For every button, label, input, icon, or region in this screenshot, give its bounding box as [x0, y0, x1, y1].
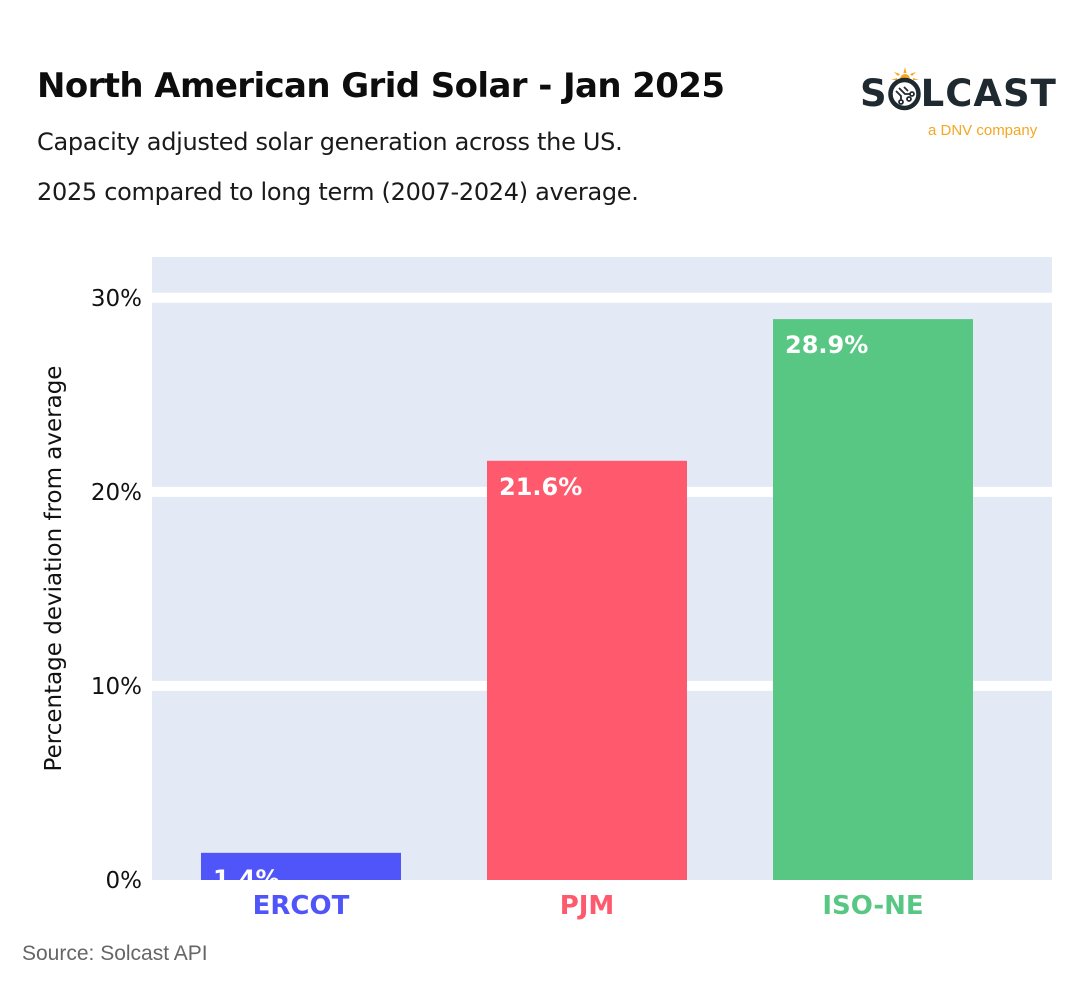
x-category-label: ISO-NE — [822, 891, 923, 921]
source-note: Source: Solcast API — [22, 942, 208, 965]
bar-value-label: 21.6% — [499, 473, 582, 501]
chart-title: North American Grid Solar - Jan 2025 — [37, 66, 725, 106]
bar-pjm — [487, 460, 687, 880]
bar-iso-ne — [773, 319, 973, 880]
y-axis-ticks: 0% 10% 20% 30% — [91, 286, 142, 894]
y-axis-title: Percentage deviation from average — [41, 366, 67, 772]
x-category-label: PJM — [560, 891, 615, 921]
x-category-label: ERCOT — [253, 891, 350, 921]
bar-ercot — [201, 852, 401, 880]
logo-tagline: a DNV company — [928, 122, 1038, 139]
logo-wordmark: S LCA — [860, 67, 1057, 115]
sun-circuit-icon — [887, 67, 921, 111]
chart-subtitle-line-2: 2025 compared to long term (2007-2024) a… — [37, 178, 639, 206]
y-tick-label: 30% — [91, 286, 142, 312]
solcast-logo: S LCA — [858, 58, 1058, 148]
logo-letter-s: S — [860, 72, 888, 115]
x-axis-category-labels: ERCOT PJM ISO-NE — [253, 891, 924, 921]
bars — [201, 319, 973, 880]
bar-value-label: 1.4% — [213, 865, 280, 893]
bar-value-labels: 1.4% 21.6% 28.9% — [213, 331, 868, 893]
y-tick-label: 0% — [106, 868, 143, 894]
chart-subtitle-line-1: Capacity adjusted solar generation acros… — [37, 128, 623, 156]
bar-value-label: 28.9% — [785, 331, 868, 359]
y-tick-label: 10% — [91, 674, 142, 700]
y-tick-label: 20% — [91, 480, 142, 506]
logo-letters-lcast: LCAST — [920, 72, 1057, 115]
